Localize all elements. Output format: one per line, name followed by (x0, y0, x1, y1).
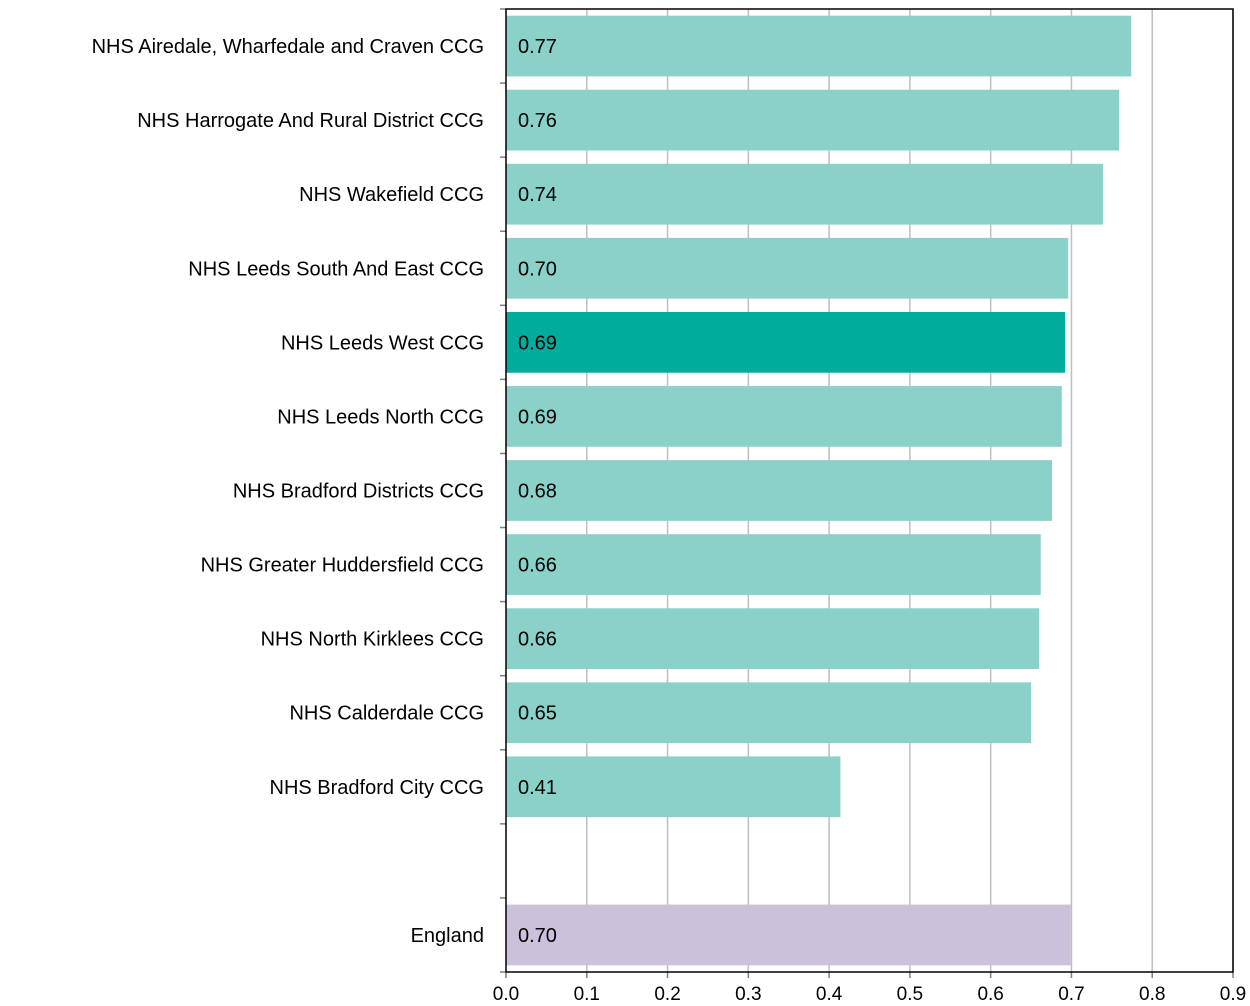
data-label: 0.70 (518, 258, 557, 280)
data-label: 0.65 (518, 703, 557, 725)
bar (506, 237, 1069, 299)
bars (506, 15, 1132, 966)
x-tick-label: 0.0 (493, 984, 519, 1005)
category-label: NHS Greater Huddersfield CCG (201, 555, 484, 577)
x-tick-label: 0.3 (735, 984, 761, 1005)
bar (506, 311, 1065, 373)
x-tick-label: 0.7 (1058, 984, 1084, 1005)
category-label: NHS Harrogate And Rural District CCG (137, 110, 484, 132)
bar (506, 460, 1053, 521)
category-label: NHS North Kirklees CCG (261, 629, 484, 651)
category-label: NHS Airedale, Wharfedale and Craven CCG (92, 36, 484, 58)
x-tick-label: 0.5 (897, 984, 923, 1005)
data-label: 0.77 (518, 36, 557, 58)
category-label: NHS Leeds West CCG (281, 332, 484, 354)
data-label: 0.76 (518, 110, 557, 132)
x-tick-label: 0.1 (574, 984, 600, 1005)
bar (506, 534, 1041, 595)
bar (506, 15, 1132, 77)
x-tick-label: 0.6 (977, 984, 1003, 1005)
x-tick-label: 0.9 (1220, 984, 1246, 1005)
category-label: NHS Leeds North CCG (277, 406, 484, 428)
data-label: 0.70 (518, 925, 557, 947)
category-label: NHS Leeds South And East CCG (188, 258, 484, 280)
data-label: 0.69 (518, 406, 557, 428)
x-tick-label: 0.2 (654, 984, 680, 1005)
bar (506, 163, 1103, 225)
category-label: NHS Calderdale CCG (289, 703, 484, 725)
data-label: 0.66 (518, 629, 557, 651)
bar (506, 386, 1062, 447)
bar (506, 89, 1120, 151)
data-label: 0.74 (518, 184, 557, 206)
category-label: England (411, 925, 484, 947)
category-label: NHS Wakefield CCG (299, 184, 484, 206)
bar (506, 682, 1032, 744)
bar (506, 904, 1071, 966)
data-label: 0.41 (518, 777, 557, 799)
data-label: 0.68 (518, 481, 557, 503)
x-tick-label: 0.8 (1139, 984, 1165, 1005)
x-tick-label: 0.4 (816, 984, 843, 1005)
data-label: 0.69 (518, 332, 557, 354)
plot-border (505, 8, 1234, 973)
category-label: NHS Bradford City CCG (270, 777, 485, 799)
category-label: NHS Bradford Districts CCG (233, 481, 484, 503)
bar (506, 608, 1040, 670)
labels: 0.0 0.1 0.2 0.3 0.4 0.5 0.6 0.7 0.8 0.9 0.77 NHS Ai… (92, 36, 1247, 1005)
axes (500, 8, 1234, 978)
data-label: 0.66 (518, 555, 557, 577)
bar (506, 756, 841, 818)
